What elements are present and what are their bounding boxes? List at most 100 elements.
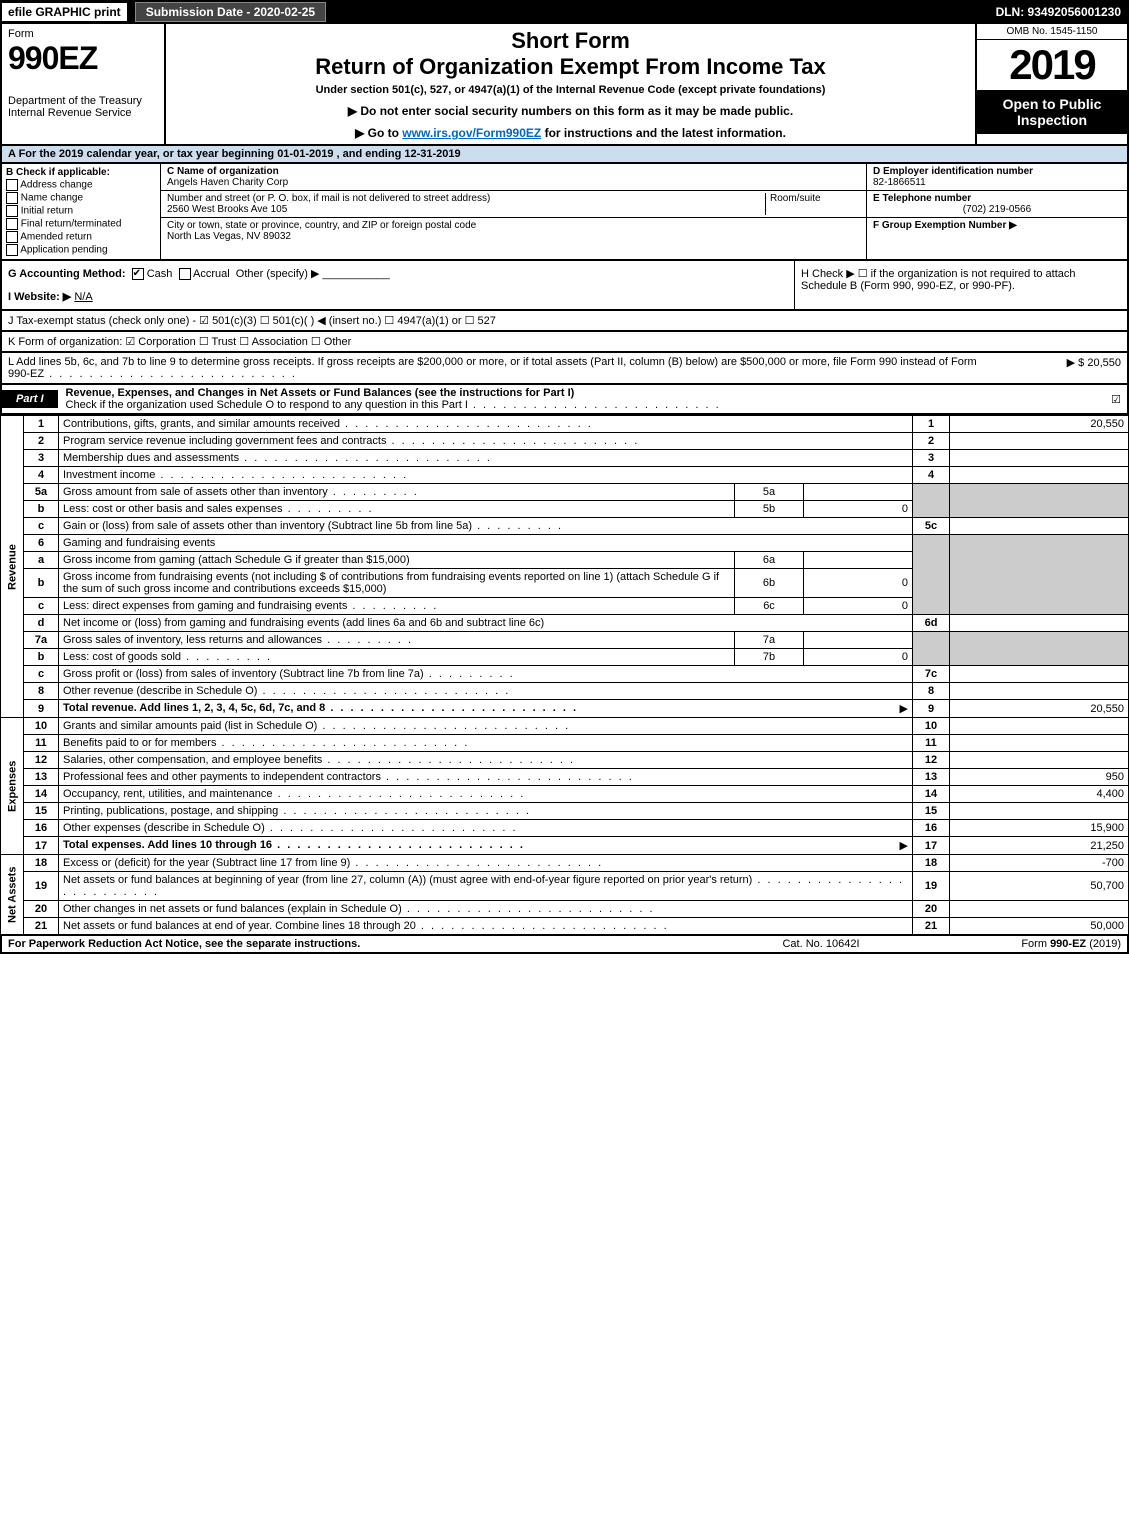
line-3: 3 Membership dues and assessments 3 bbox=[1, 450, 1129, 467]
ln19-v: 50,700 bbox=[950, 872, 1129, 901]
ln3-v bbox=[950, 450, 1129, 467]
ln6c-d: Less: direct expenses from gaming and fu… bbox=[59, 598, 735, 615]
ln6b-d: Gross income from fundraising events (no… bbox=[59, 569, 735, 598]
ln6a-d: Gross income from gaming (attach Schedul… bbox=[59, 552, 735, 569]
grey-5ab-v bbox=[950, 484, 1129, 518]
ln9-arrow: ▶ bbox=[900, 702, 908, 715]
line-1: Revenue 1 Contributions, gifts, grants, … bbox=[1, 416, 1129, 433]
omb-label: OMB No. 1545-1150 bbox=[977, 24, 1127, 40]
ln10-d: Grants and similar amounts paid (list in… bbox=[59, 718, 913, 735]
ln6c-sub: 6c bbox=[735, 598, 804, 615]
ln6d-d: Net income or (loss) from gaming and fun… bbox=[59, 615, 913, 632]
ln5b-d: Less: cost or other basis and sales expe… bbox=[59, 501, 735, 518]
grey-7ab-v bbox=[950, 632, 1129, 666]
public-note: ▶ Do not enter social security numbers o… bbox=[176, 104, 965, 118]
checkbox-final-return[interactable] bbox=[6, 218, 18, 230]
checkbox-address-change[interactable] bbox=[6, 179, 18, 191]
website-value: N/A bbox=[74, 291, 92, 303]
ln4-d: Investment income bbox=[59, 467, 913, 484]
line-19: 19 Net assets or fund balances at beginn… bbox=[1, 872, 1129, 901]
section-l: L Add lines 5b, 6c, and 7b to line 9 to … bbox=[0, 353, 1129, 385]
efile-print-button[interactable]: efile GRAPHIC print bbox=[0, 1, 129, 23]
phone-label: E Telephone number bbox=[873, 193, 971, 204]
checkbox-cash[interactable] bbox=[132, 268, 144, 280]
ln17-d: Total expenses. Add lines 10 through 16 bbox=[63, 839, 525, 851]
checkbox-application-pending[interactable] bbox=[6, 244, 18, 256]
ln9-rn: 9 bbox=[913, 700, 950, 718]
opt-other: Other (specify) ▶ bbox=[236, 268, 320, 280]
ln7a-n: 7a bbox=[24, 632, 59, 649]
sidelabel-netassets: Net Assets bbox=[1, 855, 24, 935]
section-bcdef: B Check if applicable: Address change Na… bbox=[0, 164, 1129, 261]
ln18-d: Excess or (deficit) for the year (Subtra… bbox=[59, 855, 913, 872]
ln15-v bbox=[950, 803, 1129, 820]
submission-date-button[interactable]: Submission Date - 2020-02-25 bbox=[135, 2, 326, 22]
ln6c-sv: 0 bbox=[804, 598, 913, 615]
ln8-d: Other revenue (describe in Schedule O) bbox=[59, 683, 913, 700]
form-number: 990EZ bbox=[8, 40, 158, 77]
ln14-v: 4,400 bbox=[950, 786, 1129, 803]
line-17: 17 Total expenses. Add lines 10 through … bbox=[1, 837, 1129, 855]
ln7b-n: b bbox=[24, 649, 59, 666]
section-l-amount: ▶ $ 20,550 bbox=[1001, 356, 1121, 380]
ln5a-d: Gross amount from sale of assets other t… bbox=[59, 484, 735, 501]
ln16-rn: 16 bbox=[913, 820, 950, 837]
part1-checkbox[interactable]: ☑ bbox=[1105, 393, 1127, 406]
accounting-label: G Accounting Method: bbox=[8, 268, 126, 280]
dept-label: Department of the Treasury bbox=[8, 95, 158, 107]
ln9-cell: Total revenue. Add lines 1, 2, 3, 4, 5c,… bbox=[59, 700, 913, 718]
ln6c-n: c bbox=[24, 598, 59, 615]
title-line2: Return of Organization Exempt From Incom… bbox=[176, 54, 965, 80]
ln7c-v bbox=[950, 666, 1129, 683]
part1-title: Revenue, Expenses, and Changes in Net As… bbox=[66, 387, 575, 399]
grey-7ab bbox=[913, 632, 950, 666]
grey-6 bbox=[913, 535, 950, 615]
sidelabel-expenses: Expenses bbox=[1, 718, 24, 855]
subtitle: Under section 501(c), 527, or 4947(a)(1)… bbox=[176, 84, 965, 96]
ln12-rn: 12 bbox=[913, 752, 950, 769]
footer-left: For Paperwork Reduction Act Notice, see … bbox=[8, 938, 721, 950]
section-j: J Tax-exempt status (check only one) - ☑… bbox=[0, 311, 1129, 332]
footer-right: Form 990-EZ (2019) bbox=[921, 938, 1121, 950]
ln7c-rn: 7c bbox=[913, 666, 950, 683]
section-h-text: H Check ▶ ☐ if the organization is not r… bbox=[801, 268, 1076, 292]
line-14: 14 Occupancy, rent, utilities, and maint… bbox=[1, 786, 1129, 803]
part1-title-block: Revenue, Expenses, and Changes in Net As… bbox=[58, 385, 1105, 413]
section-k: K Form of organization: ☑ Corporation ☐ … bbox=[0, 332, 1129, 353]
line-8: 8 Other revenue (describe in Schedule O)… bbox=[1, 683, 1129, 700]
city-label: City or town, state or province, country… bbox=[167, 220, 860, 231]
dln-label: DLN: 93492056001230 bbox=[996, 5, 1129, 19]
irs-label: Internal Revenue Service bbox=[8, 107, 158, 119]
checkbox-amended-return[interactable] bbox=[6, 231, 18, 243]
ln5b-sv: 0 bbox=[804, 501, 913, 518]
ln15-n: 15 bbox=[24, 803, 59, 820]
page-footer: For Paperwork Reduction Act Notice, see … bbox=[0, 935, 1129, 954]
sidelabel-revenue: Revenue bbox=[1, 416, 24, 718]
ln16-d: Other expenses (describe in Schedule O) bbox=[59, 820, 913, 837]
group-exemption-label: F Group Exemption Number ▶ bbox=[873, 220, 1017, 231]
ln9-v: 20,550 bbox=[950, 700, 1129, 718]
ln10-rn: 10 bbox=[913, 718, 950, 735]
line-12: 12 Salaries, other compensation, and emp… bbox=[1, 752, 1129, 769]
ln11-v bbox=[950, 735, 1129, 752]
section-l-text: L Add lines 5b, 6c, and 7b to line 9 to … bbox=[8, 356, 1001, 380]
grey-6-v bbox=[950, 535, 1129, 615]
header-center: Short Form Return of Organization Exempt… bbox=[166, 24, 975, 144]
ln13-d: Professional fees and other payments to … bbox=[59, 769, 913, 786]
section-g-i: G Accounting Method: Cash Accrual Other … bbox=[2, 261, 794, 309]
ln7c-n: c bbox=[24, 666, 59, 683]
checkbox-initial-return[interactable] bbox=[6, 205, 18, 217]
ln19-n: 19 bbox=[24, 872, 59, 901]
ln13-v: 950 bbox=[950, 769, 1129, 786]
ln13-rn: 13 bbox=[913, 769, 950, 786]
irs-link[interactable]: www.irs.gov/Form990EZ bbox=[402, 126, 541, 140]
checkbox-name-change[interactable] bbox=[6, 192, 18, 204]
line-9: 9 Total revenue. Add lines 1, 2, 3, 4, 5… bbox=[1, 700, 1129, 718]
checkbox-accrual[interactable] bbox=[179, 268, 191, 280]
ein-label: D Employer identification number bbox=[873, 166, 1033, 177]
ln10-n: 10 bbox=[24, 718, 59, 735]
website-label: I Website: ▶ bbox=[8, 291, 71, 303]
opt-accrual: Accrual bbox=[193, 268, 230, 280]
grey-5ab bbox=[913, 484, 950, 518]
part1-header: Part I Revenue, Expenses, and Changes in… bbox=[0, 385, 1129, 415]
